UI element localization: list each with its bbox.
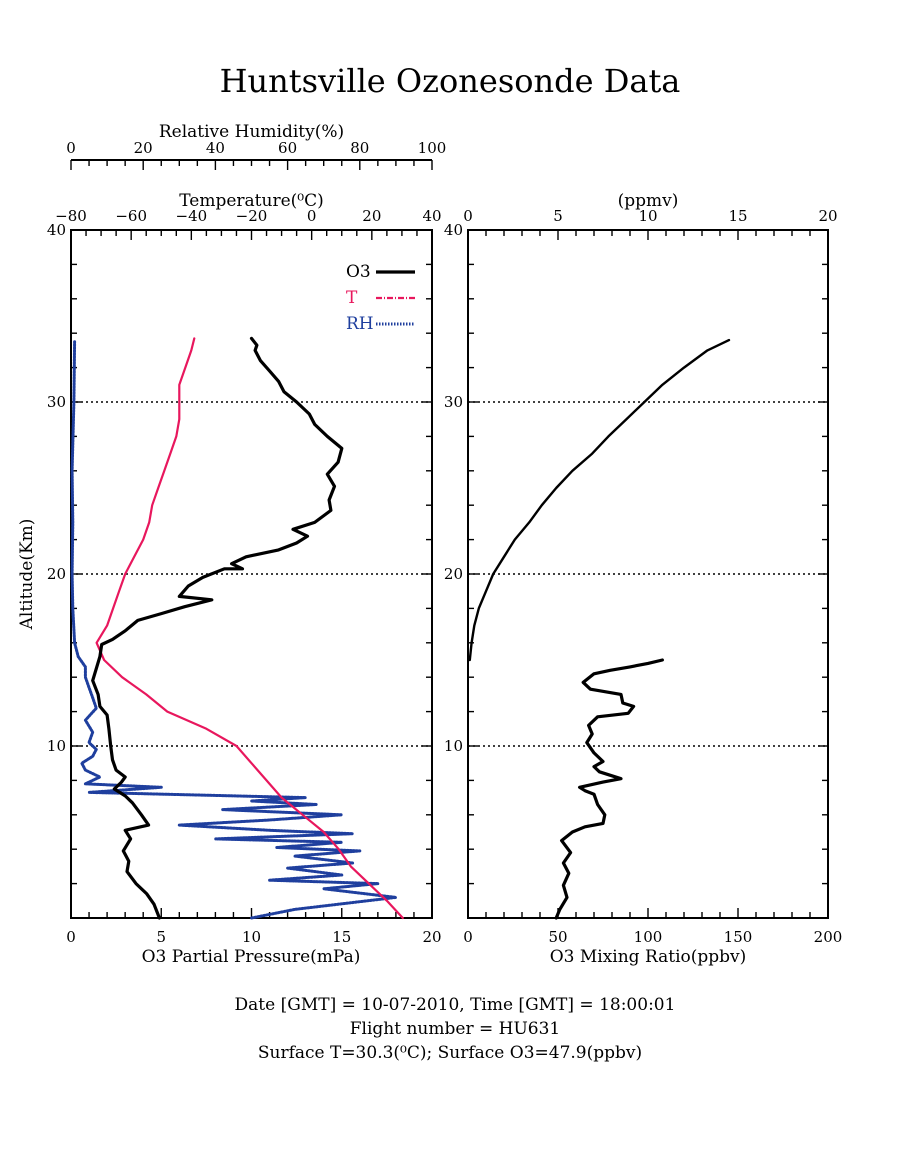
left-bottom-x-tick-label: 0 xyxy=(66,928,76,946)
right-bottom-x-tick-label: 50 xyxy=(548,928,567,946)
left-rh-x-tick-label: 100 xyxy=(418,139,447,157)
left-bottom-x-tick-label: 20 xyxy=(422,928,441,946)
right-bottom-x-tick-label: 0 xyxy=(463,928,473,946)
altitude-axis-title: Altitude(Km) xyxy=(17,519,37,631)
o3-mixing-ratio-axis-title: O3 Mixing Ratio(ppbv) xyxy=(550,947,747,967)
right-y-tick-label: 10 xyxy=(444,737,463,755)
left-rh-x-tick-label: 0 xyxy=(66,139,76,157)
left-temperature-x-tick-label: −80 xyxy=(55,207,87,225)
left-y-tick-label: 30 xyxy=(47,393,66,411)
footer-flight-number: Flight number = HU631 xyxy=(350,1019,560,1039)
right-top-x-tick-label: 0 xyxy=(463,207,473,225)
right-bottom-x-tick-label: 100 xyxy=(634,928,663,946)
o3-partial-pressure-axis-title: O3 Partial Pressure(mPa) xyxy=(142,947,361,967)
left-temperature-x-tick-label: 0 xyxy=(307,207,317,225)
legend-rh-label: RH xyxy=(346,314,374,334)
o3-mixing-ratio-troposphere-line xyxy=(554,658,665,920)
figure-title: Huntsville Ozonesonde Data xyxy=(220,62,681,100)
o3-mixing-ratio-stratosphere-line xyxy=(468,338,731,662)
rh-series-line xyxy=(70,340,398,920)
footer-surface-values: Surface T=30.3(⁰C); Surface O3=47.9(ppbv… xyxy=(258,1043,642,1063)
left-temperature-x-tick-label: 40 xyxy=(422,207,441,225)
left-y-tick-label: 20 xyxy=(47,565,66,583)
left-y-tick-label: 10 xyxy=(47,737,66,755)
left-temperature-x-tick-label: 20 xyxy=(362,207,381,225)
right-bottom-x-tick-label: 200 xyxy=(814,928,843,946)
right-top-x-tick-label: 20 xyxy=(818,207,837,225)
temperature-axis-title: Temperature(⁰C) xyxy=(179,191,323,211)
legend-temperature-label: T xyxy=(346,288,358,308)
left-rh-x-tick-label: 40 xyxy=(206,139,225,157)
rh-axis-title: Relative Humidity(%) xyxy=(159,122,344,142)
temperature-series-line xyxy=(95,337,404,920)
left-rh-x-tick-label: 20 xyxy=(134,139,153,157)
footer-date-time: Date [GMT] = 10-07-2010, Time [GMT] = 18… xyxy=(235,995,676,1015)
left-rh-x-tick-label: 80 xyxy=(350,139,369,157)
right-bottom-x-tick-label: 150 xyxy=(724,928,753,946)
right-top-x-tick-label: 10 xyxy=(638,207,657,225)
left-rh-x-tick-label: 60 xyxy=(278,139,297,157)
o3-partial-pressure-series-line xyxy=(91,336,344,920)
right-y-tick-label: 40 xyxy=(444,221,463,239)
left-panel: 10 20 30 40 0 5 10 15 20 −80 −60 −40 −20 0 20 40 0 20 40 60… xyxy=(17,122,446,967)
right-y-tick-label: 30 xyxy=(444,393,463,411)
right-top-x-tick-label: 15 xyxy=(728,207,747,225)
left-temperature-x-tick-label: −20 xyxy=(236,207,268,225)
left-bottom-x-tick-label: 15 xyxy=(332,928,351,946)
right-top-x-tick-label: 5 xyxy=(553,207,563,225)
right-y-tick-label: 20 xyxy=(444,565,463,583)
left-y-tick-label: 40 xyxy=(47,221,66,239)
left-temperature-x-tick-label: −40 xyxy=(176,207,208,225)
left-bottom-x-tick-label: 5 xyxy=(156,928,166,946)
legend-o3-label: O3 xyxy=(346,262,371,282)
left-bottom-x-tick-label: 10 xyxy=(242,928,261,946)
ppmv-axis-title: (ppmv) xyxy=(618,191,679,211)
left-temperature-x-tick-label: −60 xyxy=(115,207,147,225)
